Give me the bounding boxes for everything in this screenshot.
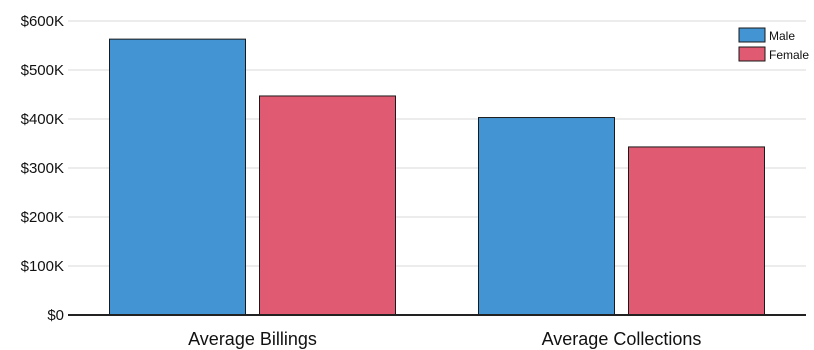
y-tick-label: $300K	[21, 160, 64, 177]
bars	[109, 38, 765, 316]
legend-label-female: Female	[769, 48, 809, 62]
bar-female-1	[628, 146, 765, 316]
bar-male-0	[109, 38, 246, 316]
y-tick-label: $500K	[21, 62, 64, 79]
y-tick-label: $0	[47, 307, 64, 324]
legend: Male Female	[738, 27, 809, 62]
y-tick-label: $400K	[21, 111, 64, 128]
x-category-label: Average Billings	[188, 329, 317, 349]
y-tick-label: $600K	[21, 13, 64, 30]
legend-swatch-male	[738, 27, 766, 43]
x-axis-labels: Average Billings Average Collections	[188, 329, 701, 349]
bar-male-1	[478, 117, 615, 316]
y-tick-label: $200K	[21, 209, 64, 226]
y-tick-label: $100K	[21, 258, 64, 275]
legend-label-male: Male	[769, 29, 795, 43]
bar-female-0	[259, 95, 396, 316]
legend-swatch-female	[738, 46, 766, 62]
y-axis-ticks: $0 $100K $200K $300K $400K $500K $600K	[21, 13, 64, 324]
x-category-label: Average Collections	[542, 329, 702, 349]
